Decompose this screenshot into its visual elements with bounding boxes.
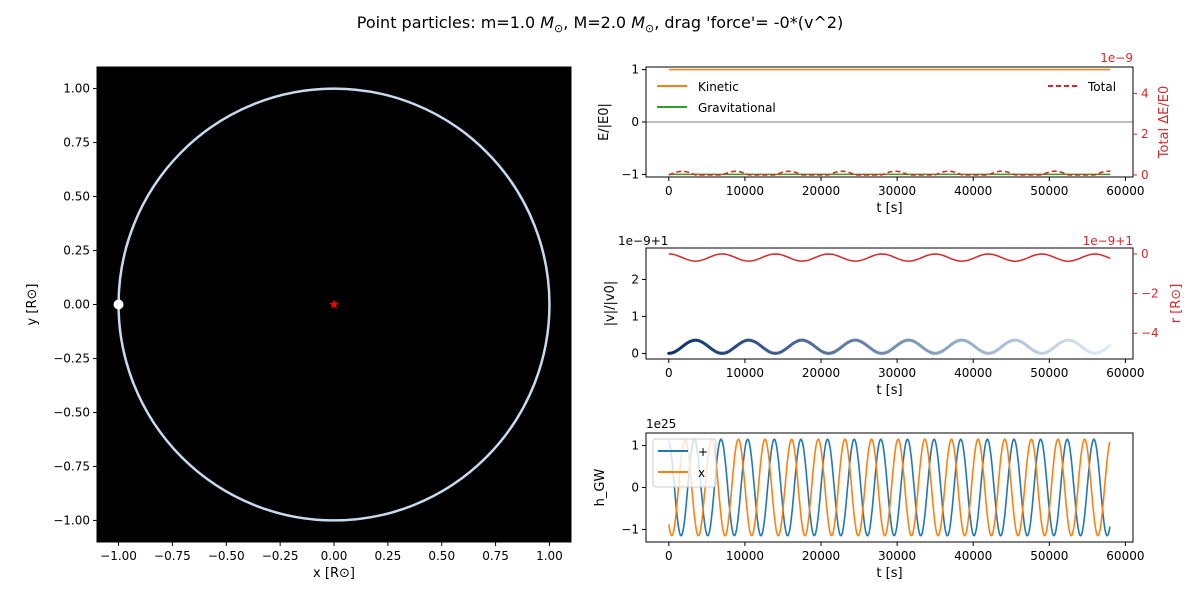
y-tick-label: −0.75 [53, 459, 90, 473]
twin-y-tick-label: 0 [1141, 247, 1149, 261]
x-tick-label: 20000 [802, 549, 840, 563]
twin-y-axis-label: r [R⊙] [1169, 284, 1184, 324]
x-tick-label: 10000 [726, 549, 764, 563]
velocity-panel: 0 10000 20000 30000 40000 50000 60000 t [s] 0 1 2 0… [603, 234, 1184, 398]
legend-label: + [698, 445, 708, 459]
y-tick-label: −0.25 [53, 351, 90, 365]
twin-y-tick-label: 2 [1141, 127, 1149, 141]
y-tick-label: 0.00 [63, 298, 90, 312]
y-tick-label: 2 [631, 272, 639, 286]
y-tick-label: 1 [631, 439, 639, 453]
y-tick-label: −1 [621, 167, 639, 181]
y-tick-label: 1 [631, 309, 639, 323]
x-tick-label: 40000 [954, 366, 992, 380]
y-axis-label: y [R⊙] [25, 284, 40, 326]
y-tick-label: 0.75 [63, 136, 90, 150]
x-tick-label: 50000 [1030, 366, 1068, 380]
x-tick-label: 50000 [1030, 549, 1068, 563]
x-tick-label: 0.50 [428, 549, 455, 563]
legend-label: Kinetic [698, 80, 739, 94]
y-tick-label: 0.25 [63, 244, 90, 258]
x-tick-label: 30000 [878, 366, 916, 380]
series-line-radius [668, 253, 1111, 262]
figure-title: Point particles: m=1.0 M⊙, M=2.0 M⊙, dra… [357, 13, 844, 35]
x-tick-label: 50000 [1030, 184, 1068, 198]
x-tick-label: 0 [665, 549, 673, 563]
x-tick-label: 40000 [954, 184, 992, 198]
series-line-cross [668, 438, 1111, 537]
y-tick-label: 1.00 [63, 82, 90, 96]
x-axis-label: t [s] [876, 566, 902, 581]
x-axis-label: x [R⊙] [313, 566, 355, 581]
offset-text: 1e25 [646, 417, 676, 431]
x-axis-label: t [s] [876, 383, 902, 398]
x-tick-label: 10000 [726, 366, 764, 380]
twin-y-axis-label: Total ΔE/E0 [1157, 86, 1172, 159]
y-axis-label: h_GW [593, 469, 608, 507]
x-tick-label: 0 [665, 184, 673, 198]
y-tick-label: −0.50 [53, 405, 90, 419]
twin-y-tick-label: 4 [1141, 86, 1149, 100]
twin-offset-text: 1e−9 [1100, 51, 1133, 65]
axes-frame [645, 247, 1134, 360]
x-tick-label: 60000 [1106, 366, 1144, 380]
y-tick-label: −1.00 [53, 513, 90, 527]
x-tick-label: 0 [665, 366, 673, 380]
offset-text: 1e−9+1 [618, 234, 668, 248]
twin-y-tick-label: −2 [1141, 287, 1159, 301]
legend-label: Gravitational [698, 101, 776, 115]
twin-y-tick-label: 0 [1141, 168, 1149, 182]
y-tick-label: 1 [631, 63, 639, 77]
y-axis-label: E/|E0| [597, 103, 612, 141]
legend-label: Total [1087, 80, 1116, 94]
x-tick-label: 0.00 [321, 549, 348, 563]
x-tick-label: 20000 [802, 366, 840, 380]
twin-y-tick-label: −4 [1141, 326, 1159, 340]
y-tick-label: −1 [621, 522, 639, 536]
x-tick-label: −0.75 [154, 549, 191, 563]
x-tick-label: 0.25 [375, 549, 402, 563]
orbit-panel: −1.00 −0.75 −0.50 −0.25 0.00 0.25 0.50 0.75 1.00… [25, 66, 572, 581]
y-tick-label: 0 [631, 481, 639, 495]
x-tick-label: −0.50 [208, 549, 245, 563]
central-mass-star [329, 299, 339, 309]
x-tick-label: −1.00 [100, 549, 137, 563]
x-tick-label: 40000 [954, 549, 992, 563]
x-tick-label: 20000 [802, 184, 840, 198]
x-tick-label: 0.75 [482, 549, 509, 563]
x-tick-label: −0.25 [262, 549, 299, 563]
series-line-total [668, 170, 1111, 176]
twin-offset-text: 1e−9+1 [1083, 234, 1133, 248]
gw-panel: 0 10000 20000 30000 40000 50000 60000 t [s] −1 0 1… [593, 417, 1144, 581]
x-tick-label: 30000 [878, 184, 916, 198]
y-tick-label: 0.50 [63, 190, 90, 204]
x-tick-label: 60000 [1106, 549, 1144, 563]
x-tick-label: 60000 [1106, 184, 1144, 198]
legend-label: x [698, 466, 705, 480]
y-tick-label: 0 [631, 115, 639, 129]
x-tick-label: 30000 [878, 549, 916, 563]
y-tick-label: 0 [631, 346, 639, 360]
particle-marker [113, 299, 124, 310]
x-axis-label: t [s] [876, 201, 902, 216]
y-axis-label: |v|/|v0| [603, 281, 618, 327]
x-tick-label: 1.00 [536, 549, 563, 563]
series-segment-speed [1105, 343, 1112, 350]
energy-panel: 0 10000 20000 30000 40000 50000 60000 t [s] −1 0 1… [597, 51, 1172, 216]
x-tick-label: 10000 [726, 184, 764, 198]
